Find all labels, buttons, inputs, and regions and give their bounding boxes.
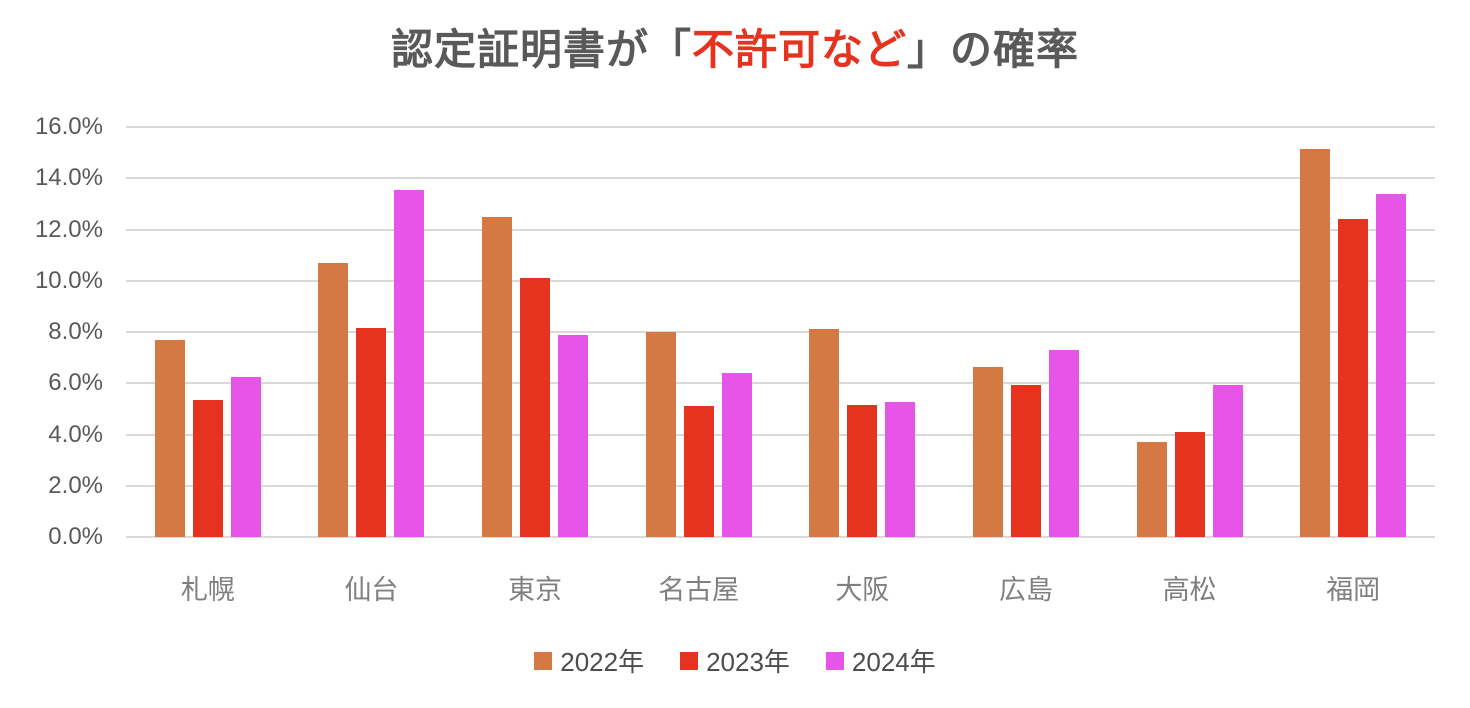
legend-label: 2022年 [560,647,645,677]
bar-series1-cat2 [520,278,551,537]
y-gridline [126,433,1435,436]
bar-series2-cat5 [1048,349,1079,537]
y-tick-label: 6.0% [48,369,103,397]
y-gridline [126,126,1435,128]
bar-series1-cat1 [356,328,387,537]
y-gridline [126,228,1435,231]
y-tick-label: 16.0% [34,113,103,140]
y-tick-label: 0.0% [48,523,103,550]
y-tick-label: 10.0% [34,266,103,294]
bar-series1-cat3 [683,406,714,537]
bar-series0-cat3 [645,332,676,537]
bar-series2-cat0 [230,376,261,537]
x-axis-label-0: 札幌 [180,575,235,605]
bar-series2-cat6 [1212,384,1243,537]
y-tick-label: 4.0% [48,420,103,448]
bar-group-6 [1108,127,1272,537]
y-tick-label: 14.0% [34,164,103,192]
y-tick-label: 2.0% [48,471,103,499]
x-axis-label-6: 高松 [1162,575,1217,605]
x-axis-label-4: 大阪 [835,575,890,605]
bar-series0-cat5 [972,366,1003,537]
bar-group-3 [617,127,781,537]
bar-series1-cat7 [1338,219,1369,537]
bar-series2-cat3 [721,373,752,537]
x-axis-label-7: 福岡 [1326,575,1381,605]
chart-title-highlight: 不許可など [691,26,907,73]
bar-series0-cat6 [1136,442,1167,537]
bar-group-0 [126,127,290,537]
bar-series0-cat4 [809,329,840,537]
y-tick-label: 12.0% [34,215,103,243]
bar-group-4 [781,127,945,537]
y-gridline [126,536,1435,538]
chart-title-prefix: 認定証明書が「 [390,26,692,73]
legend-label: 2023年 [706,647,790,677]
bar-group-1 [290,127,454,537]
legend-item-1: 2023年 [680,642,790,679]
y-gridline [126,382,1435,385]
bar-series1-cat0 [192,399,223,537]
x-axis-label-5: 広島 [998,575,1053,605]
y-gridline [126,484,1435,487]
chart-title-suffix: 」の確率 [907,26,1080,73]
bar-group-2 [453,127,617,537]
bar-series0-cat7 [1300,148,1331,537]
bar-series0-cat0 [154,339,185,537]
bar-series2-cat1 [394,189,425,537]
y-tick-label: 8.0% [48,318,103,345]
bar-series0-cat2 [482,216,513,537]
bar-group-7 [1271,127,1435,537]
bar-series2-cat2 [558,334,589,537]
legend-swatch-icon [825,651,844,670]
bar-series2-cat4 [885,402,916,537]
chart-title: 認定証明書が「不許可など」の確率 [0,16,1470,77]
bar-series1-cat6 [1174,431,1205,537]
legend-item-0: 2022年 [534,642,644,679]
bar-series1-cat4 [847,405,878,537]
legend: 2022年 2023年 2024年 [0,642,1470,679]
legend-swatch-icon [534,651,553,670]
legend-label: 2024年 [851,647,936,677]
legend-item-2: 2024年 [825,642,936,679]
bar-series1-cat5 [1010,384,1041,537]
bar-series2-cat7 [1376,193,1407,537]
y-gridline [126,279,1435,282]
x-axis-label-3: 名古屋 [658,575,740,605]
x-axis-label-2: 東京 [508,575,563,605]
y-gridline [126,177,1435,180]
y-gridline [126,331,1435,333]
plot-area [126,126,1435,538]
bar-series0-cat1 [318,262,349,537]
legend-swatch-icon [680,651,699,670]
x-axis-label-1: 仙台 [344,575,399,605]
bar-group-5 [944,127,1108,537]
